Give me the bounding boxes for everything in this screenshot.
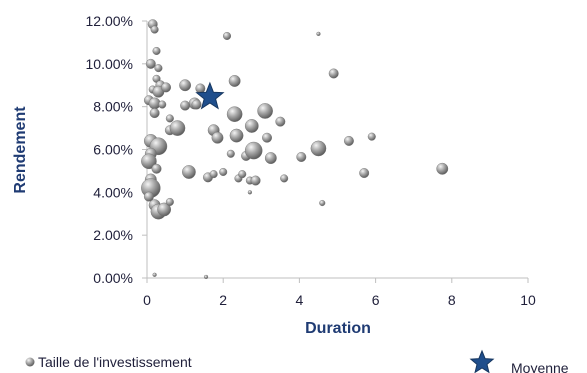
x-tick-label: 2 [219, 292, 227, 308]
y-tick-label: 2.00% [93, 227, 133, 243]
bubble-point [211, 131, 224, 144]
bubble-point [275, 116, 286, 127]
bubble-point [182, 165, 196, 179]
bubble-point [157, 202, 171, 217]
bubble-point [150, 25, 159, 34]
bubble-point [165, 197, 174, 206]
bubble-point [226, 106, 243, 122]
bubble-series [141, 19, 449, 280]
bubble-point [226, 149, 235, 158]
bubble-point [228, 75, 241, 87]
bubble-point [191, 99, 202, 110]
bubble-point [154, 64, 163, 73]
bubble-point [244, 141, 263, 160]
x-tick-label: 0 [143, 292, 151, 308]
bubble-point [244, 119, 259, 133]
bubble-point [264, 152, 277, 164]
bubble-point [262, 132, 272, 143]
axes [142, 20, 529, 283]
tick-labels: 0.00% 2.00% 4.00% 6.00% 8.00% 10.00% 12.00% 0 2 4… [86, 13, 536, 308]
bubble-point [219, 167, 228, 176]
legend-star-icon [469, 349, 495, 373]
legend-bubble-icon [25, 357, 35, 367]
y-tick-label: 12.00% [86, 13, 133, 29]
y-tick-label: 4.00% [93, 184, 133, 200]
bubble-point [161, 82, 172, 93]
bubble-point [165, 114, 174, 123]
bubble-point [152, 272, 157, 277]
bubble-point [310, 140, 327, 157]
bubble-point [328, 68, 339, 79]
bubble-point [316, 31, 321, 36]
bubble-point [367, 132, 376, 141]
bubble-point [145, 58, 156, 69]
average-star-series [195, 81, 225, 110]
bubble-point [250, 175, 261, 186]
bubble-point [209, 170, 218, 179]
x-axis-title: Duration [305, 320, 371, 337]
bubble-point [436, 162, 449, 175]
bubble-point [223, 31, 232, 40]
bubble-point [229, 128, 244, 143]
x-tick-label: 10 [520, 292, 536, 308]
bubble-point [247, 190, 252, 195]
bubble-point [143, 191, 154, 202]
x-tick-label: 4 [296, 292, 304, 308]
bubble-point [141, 153, 157, 170]
bubble-point [152, 46, 161, 55]
bubble-point [180, 100, 191, 111]
bubble-point [238, 170, 247, 179]
bubble-point [319, 199, 326, 207]
y-axis-title: Rendement [12, 106, 29, 194]
bubble-point [179, 79, 192, 92]
x-tick-label: 8 [448, 292, 456, 308]
bubble-point [169, 120, 186, 136]
average-star-point [195, 81, 225, 110]
legend: Taille de l'investissement Moyenne [25, 349, 569, 373]
bubble-point [151, 163, 162, 174]
y-tick-label: 6.00% [93, 142, 133, 158]
y-tick-label: 0.00% [93, 270, 133, 286]
bubble-point [280, 174, 289, 183]
bubble-point [257, 103, 273, 119]
bubble-point [343, 135, 354, 146]
bubble-point [195, 83, 206, 94]
bubble-point [203, 274, 209, 280]
bubble-point [359, 168, 370, 179]
legend-bubble-label: Taille de l'investissement [38, 354, 192, 370]
x-tick-label: 6 [372, 292, 380, 308]
bubble-point [296, 152, 307, 162]
legend-star-label: Moyenne [511, 360, 569, 373]
y-tick-label: 8.00% [93, 99, 133, 115]
bubble-point [149, 108, 160, 119]
y-tick-label: 10.00% [86, 56, 133, 72]
bubble-point [158, 100, 167, 109]
